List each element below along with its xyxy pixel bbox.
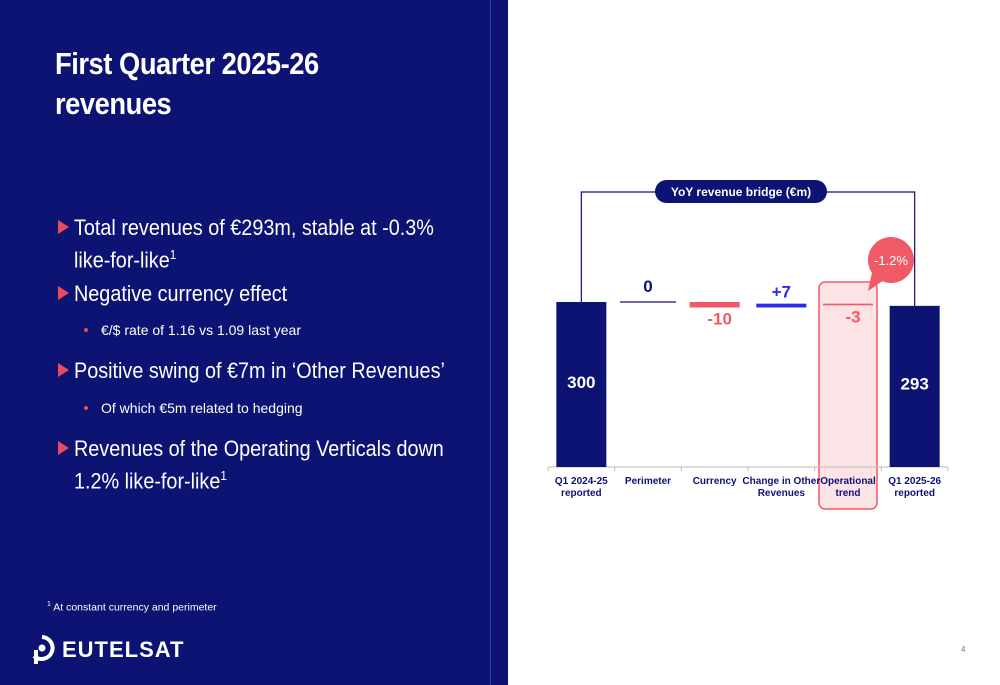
- category-label: Q1 2024-25 reported: [555, 476, 608, 499]
- triangle-bullet-icon: [58, 363, 69, 377]
- title-line-2: revenues: [55, 86, 172, 121]
- subbullet-hedging: Of which €5m related to hedging: [84, 399, 303, 417]
- panel-divider: [490, 0, 491, 685]
- bullet-total-revenues: Total revenues of €293m, stable at -0.3%…: [58, 214, 488, 273]
- bullet-text: Revenues of the Operating Verticals down…: [74, 436, 444, 494]
- data-label: 293: [900, 375, 928, 394]
- eutelsat-logo: EUTELSAT: [28, 634, 184, 666]
- bullet-text: Positive swing of €7m in ‘Other Revenues…: [74, 358, 445, 383]
- dot-bullet-icon: [84, 328, 88, 332]
- data-label: -10: [707, 310, 732, 329]
- data-label: +7: [772, 283, 791, 302]
- category-label: Change in Other Revenues: [742, 476, 820, 499]
- triangle-bullet-icon: [58, 441, 69, 455]
- subbullet-text: Of which €5m related to hedging: [101, 400, 303, 416]
- data-label: 300: [567, 373, 595, 392]
- subbullet-text: €/$ rate of 1.16 vs 1.09 last year: [101, 322, 302, 338]
- chart-title-pill: [655, 180, 827, 203]
- highlight-box: [818, 281, 878, 510]
- page-number: 4: [961, 645, 966, 654]
- subbullet-fx-rate: €/$ rate of 1.16 vs 1.09 last year: [84, 321, 301, 339]
- title-line-1: First Quarter 2025-26: [55, 46, 319, 81]
- logo-text: EUTELSAT: [62, 637, 185, 662]
- footnote-text: At constant currency and perimeter: [53, 601, 217, 614]
- category-label: Perimeter: [625, 476, 671, 487]
- data-label: 0: [643, 277, 652, 296]
- footnote-number: 1: [47, 601, 51, 608]
- bullet-operating-verticals: Revenues of the Operating Verticals down…: [58, 435, 488, 494]
- chart-title: YoY revenue bridge (€m): [671, 185, 811, 199]
- bar-total: [889, 305, 940, 467]
- triangle-bullet-icon: [58, 286, 69, 300]
- callout-pointer: [868, 268, 884, 291]
- bullet-footnote-ref: 1: [169, 247, 177, 262]
- bullet-currency-effect: Negative currency effect: [58, 280, 488, 307]
- category-label: Operational trend: [820, 476, 876, 499]
- callout-bubble: [868, 237, 914, 283]
- category-label: Currency: [693, 476, 737, 487]
- left-panel: [0, 0, 508, 685]
- category-label: Q1 2025-26 reported: [888, 476, 941, 499]
- bullet-other-revenues: Positive swing of €7m in ‘Other Revenues…: [58, 357, 488, 384]
- bullet-footnote-ref: 1: [220, 468, 227, 483]
- triangle-bullet-icon: [58, 220, 69, 234]
- bar-total: [556, 302, 607, 467]
- data-label: -3: [845, 307, 860, 326]
- footnote: 1 At constant currency and perimeter: [47, 601, 217, 614]
- callout-label: -1.2%: [874, 253, 908, 268]
- eutelsat-logo-icon: [32, 635, 55, 664]
- bullet-text: Total revenues of €293m, stable at -0.3%…: [74, 215, 434, 273]
- bar-decrease: [689, 302, 740, 308]
- page-title: First Quarter 2025-26 revenues: [55, 44, 425, 124]
- dot-bullet-icon: [84, 406, 88, 410]
- bullet-text: Negative currency effect: [74, 281, 288, 306]
- bar-decrease: [823, 303, 873, 306]
- bar-increase: [756, 303, 807, 308]
